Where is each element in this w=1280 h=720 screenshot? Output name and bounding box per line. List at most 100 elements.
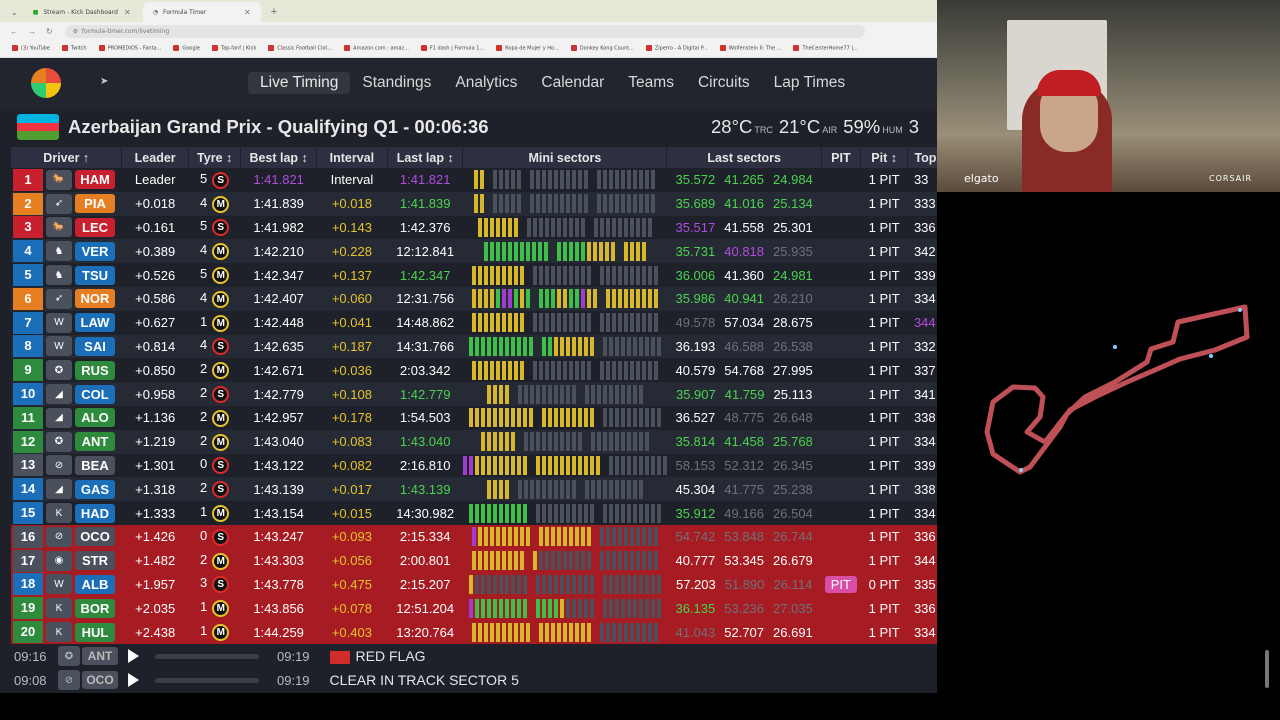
driver-cell[interactable]: 13 ⊘ BEA <box>11 453 122 478</box>
col-leader[interactable]: Leader <box>121 147 189 168</box>
forward-icon[interactable]: → <box>28 26 36 36</box>
new-tab-icon[interactable]: + <box>270 6 278 18</box>
bookmark-item[interactable]: TheCenterHome77 |... <box>793 45 858 52</box>
table-row[interactable]: 3 🐎 LEC +0.161 5 S 1:41.982 +0.143 1:42.376 35.51… <box>11 215 975 240</box>
top-speed: 337 <box>913 362 936 378</box>
table-row[interactable]: 2 ➶ PIA +0.018 4 M 1:41.839 +0.018 1:41.839 35.68… <box>11 191 975 216</box>
mini-sector-bar <box>541 455 546 475</box>
driver-cell[interactable]: 6 ➶ NOR <box>11 286 122 311</box>
driver-cell[interactable]: 2 ➶ PIA <box>11 191 122 216</box>
driver-cell[interactable]: 11 ◢ ALO <box>11 405 122 430</box>
bookmark-item[interactable]: Classic Football Clot... <box>268 45 332 52</box>
bookmark-item[interactable]: Twitch <box>62 45 87 52</box>
bookmark-item[interactable]: Tap-fanf | Kick <box>212 45 256 52</box>
table-row[interactable]: 10 ◢ COL +0.958 2 S 1:42.779 +0.108 1:42.779 35.9… <box>11 382 975 406</box>
audio-progress[interactable] <box>155 653 259 659</box>
table-row[interactable]: 4 ♞ VER +0.389 4 M 1:42.210 +0.228 12:12.841 35.7… <box>11 239 975 264</box>
col-last-lap[interactable]: Last lap ↕ <box>387 147 464 168</box>
driver-cell[interactable]: 4 ♞ VER <box>11 239 122 264</box>
table-row[interactable]: 1 🐎 HAM Leader 5 S 1:41.821 Interval 1:41.821 35.… <box>11 168 975 192</box>
mini-sector-bar <box>571 455 576 475</box>
driver-cell[interactable]: 15 K HAD <box>11 501 122 525</box>
bookmark-item[interactable]: PROMEDIOS - Fanta... <box>98 45 161 52</box>
table-row[interactable]: 7 W LAW +0.627 1 M 1:42.448 +0.041 14:48.862 49.5… <box>11 310 975 335</box>
table-row[interactable]: 15 K HAD +1.333 1 M 1:43.154 +0.015 14:30.982 35.… <box>11 501 975 525</box>
mini-sector-bar <box>544 551 549 571</box>
driver-cell[interactable]: 16 ⊘ OCO <box>11 524 122 549</box>
driver-cell[interactable]: 3 🐎 LEC <box>11 215 122 240</box>
nav-analytics[interactable]: Analytics <box>455 74 518 91</box>
table-row[interactable]: 17 ◉ STR +1.482 2 M 1:43.303 +0.056 2:00.801 40.7… <box>11 548 975 573</box>
driver-cell[interactable]: 12 ✪ ANT <box>11 429 122 454</box>
driver-cell[interactable]: 9 ✪ RUS <box>11 358 122 383</box>
driver-cell[interactable]: 10 ◢ COL <box>11 382 122 406</box>
nav-standings[interactable]: Standings <box>362 74 432 91</box>
play-icon[interactable] <box>128 673 139 687</box>
mini-sector-bar <box>621 170 626 190</box>
table-row[interactable]: 12 ✪ ANT +1.219 2 M 1:43.040 +0.083 1:43.040 35.8… <box>11 429 975 454</box>
driver-cell[interactable]: 1 🐎 HAM <box>11 168 122 192</box>
driver-cell[interactable]: 20 K HUL <box>11 620 122 644</box>
driver-cell[interactable]: 5 ♞ TSU <box>11 263 122 287</box>
browser-tab-formula-timer[interactable]: ◔ Formula Timer ✕ <box>142 2 261 22</box>
driver-cell[interactable]: 17 ◉ STR <box>11 548 122 573</box>
driver-cell[interactable]: 19 K BOR <box>11 596 122 621</box>
bookmark-item[interactable]: Ropa de Mujer y Ho... <box>496 45 559 52</box>
table-row[interactable]: 14 ◢ GAS +1.318 2 S 1:43.139 +0.017 1:43.139 45.3… <box>11 477 975 502</box>
mini-sector-bar <box>641 551 646 571</box>
close-icon[interactable]: ✕ <box>244 7 251 17</box>
driver-cell[interactable]: 8 W SAI <box>11 334 122 359</box>
table-row[interactable]: 16 ⊘ OCO +1.426 0 S 1:43.247 +0.093 2:15.334 54.7… <box>11 524 975 549</box>
table-row[interactable]: 19 K BOR +2.035 1 M 1:43.856 +0.078 12:51.204 36.… <box>11 596 975 621</box>
mini-sector-bar <box>495 622 500 642</box>
table-row[interactable]: 18 W ALB +1.957 3 S 1:43.778 +0.475 2:15.207 57.2… <box>11 572 975 597</box>
site-info-icon[interactable]: ⚙ <box>72 27 79 35</box>
nav-live-timing[interactable]: Live Timing <box>248 72 351 94</box>
last-sectors-cell: 35.731 40.818 25.935 <box>666 239 822 264</box>
browser-tab-kick[interactable]: ■ Stream - Kick Dashboard ✕ <box>23 2 141 22</box>
audio-progress[interactable] <box>155 677 259 683</box>
close-icon[interactable]: ✕ <box>124 7 131 17</box>
table-row[interactable]: 13 ⊘ BEA +1.301 0 S 1:43.122 +0.082 2:16.810 58.1… <box>11 453 975 478</box>
driver-cell[interactable]: 14 ◢ GAS <box>11 477 122 502</box>
bookmark-item[interactable]: (3) YouTube <box>12 45 50 52</box>
nav-circuits[interactable]: Circuits <box>697 74 750 91</box>
nav-lap-times[interactable]: Lap Times <box>773 74 846 91</box>
mini-sector-bar <box>535 598 540 618</box>
nav-teams[interactable]: Teams <box>628 74 674 91</box>
table-row[interactable]: 9 ✪ RUS +0.850 2 M 1:42.671 +0.036 2:03.342 40.57… <box>11 358 975 383</box>
nav-calendar[interactable]: Calendar <box>541 74 605 91</box>
bookmark-item[interactable]: F1 dash | Formula 1... <box>420 45 484 52</box>
bookmark-item[interactable]: Google <box>173 45 200 52</box>
driver-cell[interactable]: 18 W ALB <box>11 572 122 597</box>
mini-sector-bar <box>632 432 637 452</box>
bookmark-item[interactable]: Donkey Kong Count... <box>570 45 634 52</box>
table-row[interactable]: 6 ➶ NOR +0.586 4 M 1:42.407 +0.060 12:31.756 35.9… <box>11 286 975 311</box>
url-input[interactable]: ⚙ formula-timer.com/livetiming <box>64 24 865 38</box>
table-row[interactable]: 5 ♞ TSU +0.526 5 M 1:42.347 +0.137 1:42.347 36.00… <box>11 263 975 287</box>
table-row[interactable]: 8 W SAI +0.814 4 S 1:42.635 +0.187 14:31.766 36.1… <box>11 334 975 359</box>
col-best-lap[interactable]: Best lap ↕ <box>240 147 317 168</box>
formula-timer-logo[interactable] <box>31 68 61 98</box>
table-row[interactable]: 11 ◢ ALO +1.136 2 M 1:42.957 +0.178 1:54.503 36.5… <box>11 405 975 430</box>
col-last-sectors[interactable]: Last sectors <box>666 147 822 168</box>
col-driver[interactable]: Driver ↑ <box>11 147 123 168</box>
tab-search-icon[interactable]: ⌄ <box>11 8 18 17</box>
back-icon[interactable]: ← <box>10 26 18 36</box>
scrollbar[interactable] <box>1265 650 1269 688</box>
play-icon[interactable] <box>128 649 139 663</box>
col-pit[interactable]: PIT <box>821 147 861 168</box>
table-row[interactable]: 20 K HUL +2.438 1 M 1:44.259 +0.403 13:20.764 41.… <box>11 620 975 644</box>
leader-cell: +2.438 <box>121 620 189 644</box>
driver-cell[interactable]: 7 W LAW <box>11 310 122 335</box>
bookmark-item[interactable]: Wolfenstein II: The ... <box>719 45 781 52</box>
reload-icon[interactable]: ↻ <box>46 26 53 36</box>
col-interval[interactable]: Interval <box>316 147 389 168</box>
bookmark-item[interactable]: Amazon.com : amaz... <box>344 45 409 52</box>
col-pit-count[interactable]: Pit ↕ <box>860 147 909 168</box>
col-mini-sectors[interactable]: Mini sectors <box>462 147 668 168</box>
gap-to-leader: +1.957 <box>135 576 176 592</box>
mini-sector-bar <box>568 622 573 642</box>
bookmark-item[interactable]: Ziperro - A Digital P... <box>645 45 708 52</box>
col-tyre[interactable]: Tyre ↕ <box>188 147 242 168</box>
